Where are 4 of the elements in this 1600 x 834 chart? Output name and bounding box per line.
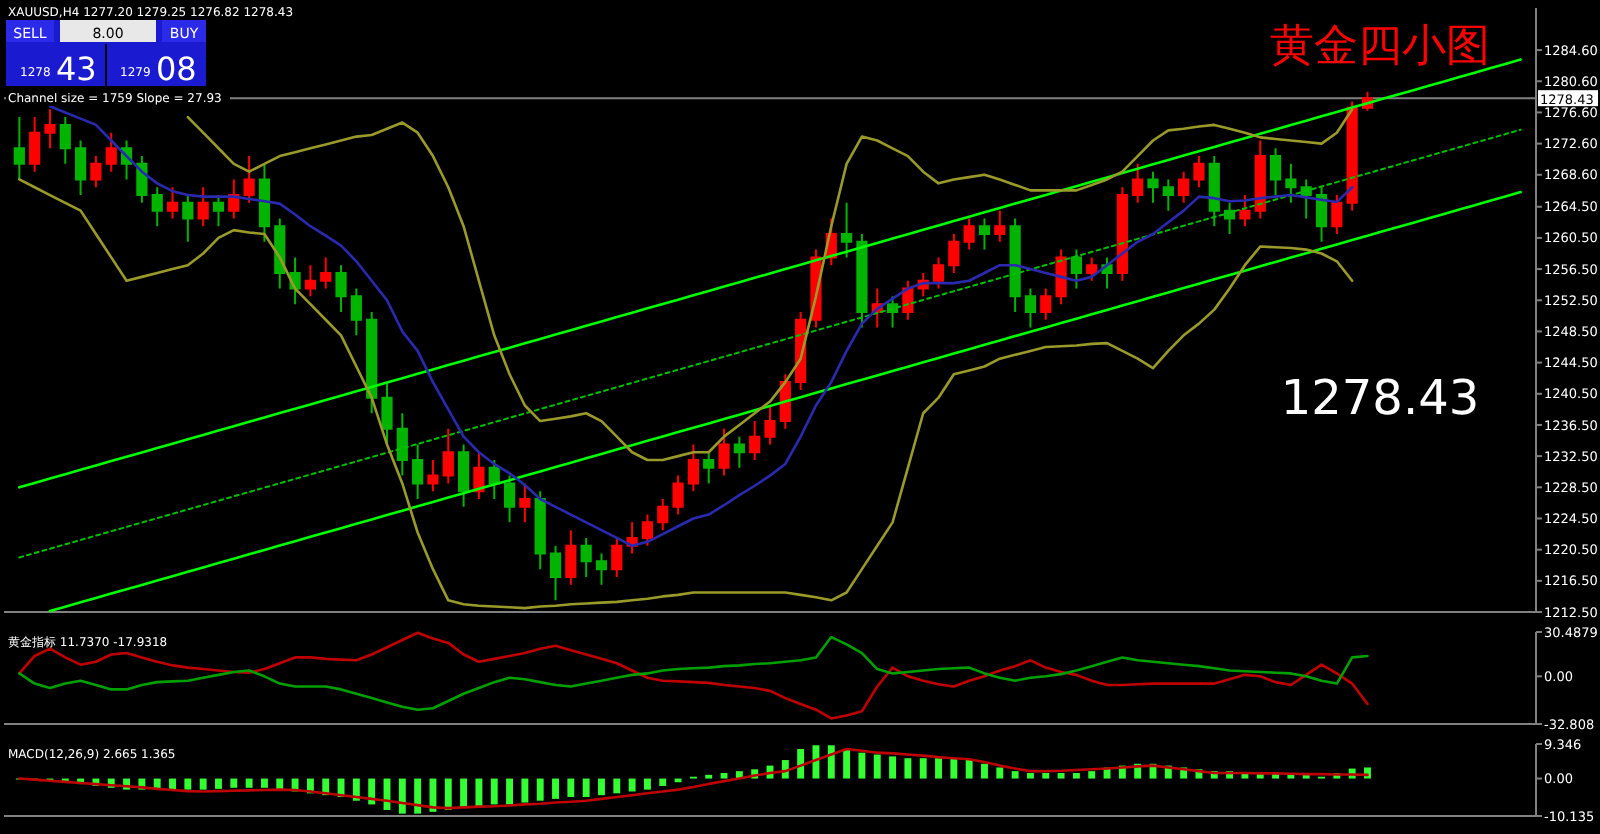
annotation: 1278.43 — [1280, 370, 1480, 426]
chart-title: 黄金四小图 — [1270, 22, 1490, 72]
annotation: 43 — [56, 50, 97, 88]
annotation: 08 — [156, 50, 197, 88]
